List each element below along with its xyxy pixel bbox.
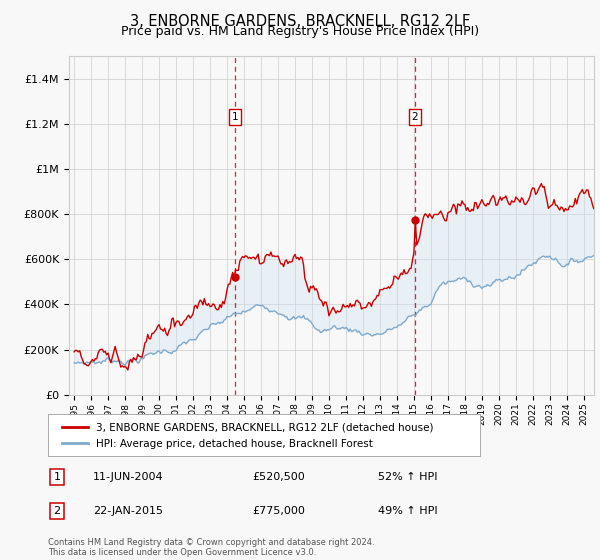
Legend: 3, ENBORNE GARDENS, BRACKNELL, RG12 2LF (detached house), HPI: Average price, de: 3, ENBORNE GARDENS, BRACKNELL, RG12 2LF … xyxy=(58,418,438,452)
Text: 11-JUN-2004: 11-JUN-2004 xyxy=(93,472,164,482)
Text: 3, ENBORNE GARDENS, BRACKNELL, RG12 2LF: 3, ENBORNE GARDENS, BRACKNELL, RG12 2LF xyxy=(130,14,470,29)
Text: 1: 1 xyxy=(53,472,61,482)
Text: 2: 2 xyxy=(53,506,61,516)
Text: Price paid vs. HM Land Registry's House Price Index (HPI): Price paid vs. HM Land Registry's House … xyxy=(121,25,479,38)
Text: 2: 2 xyxy=(412,112,418,122)
Text: 22-JAN-2015: 22-JAN-2015 xyxy=(93,506,163,516)
Text: 49% ↑ HPI: 49% ↑ HPI xyxy=(378,506,437,516)
Text: £520,500: £520,500 xyxy=(252,472,305,482)
Text: Contains HM Land Registry data © Crown copyright and database right 2024.
This d: Contains HM Land Registry data © Crown c… xyxy=(48,538,374,557)
Text: 1: 1 xyxy=(232,112,238,122)
Text: 52% ↑ HPI: 52% ↑ HPI xyxy=(378,472,437,482)
Text: £775,000: £775,000 xyxy=(252,506,305,516)
